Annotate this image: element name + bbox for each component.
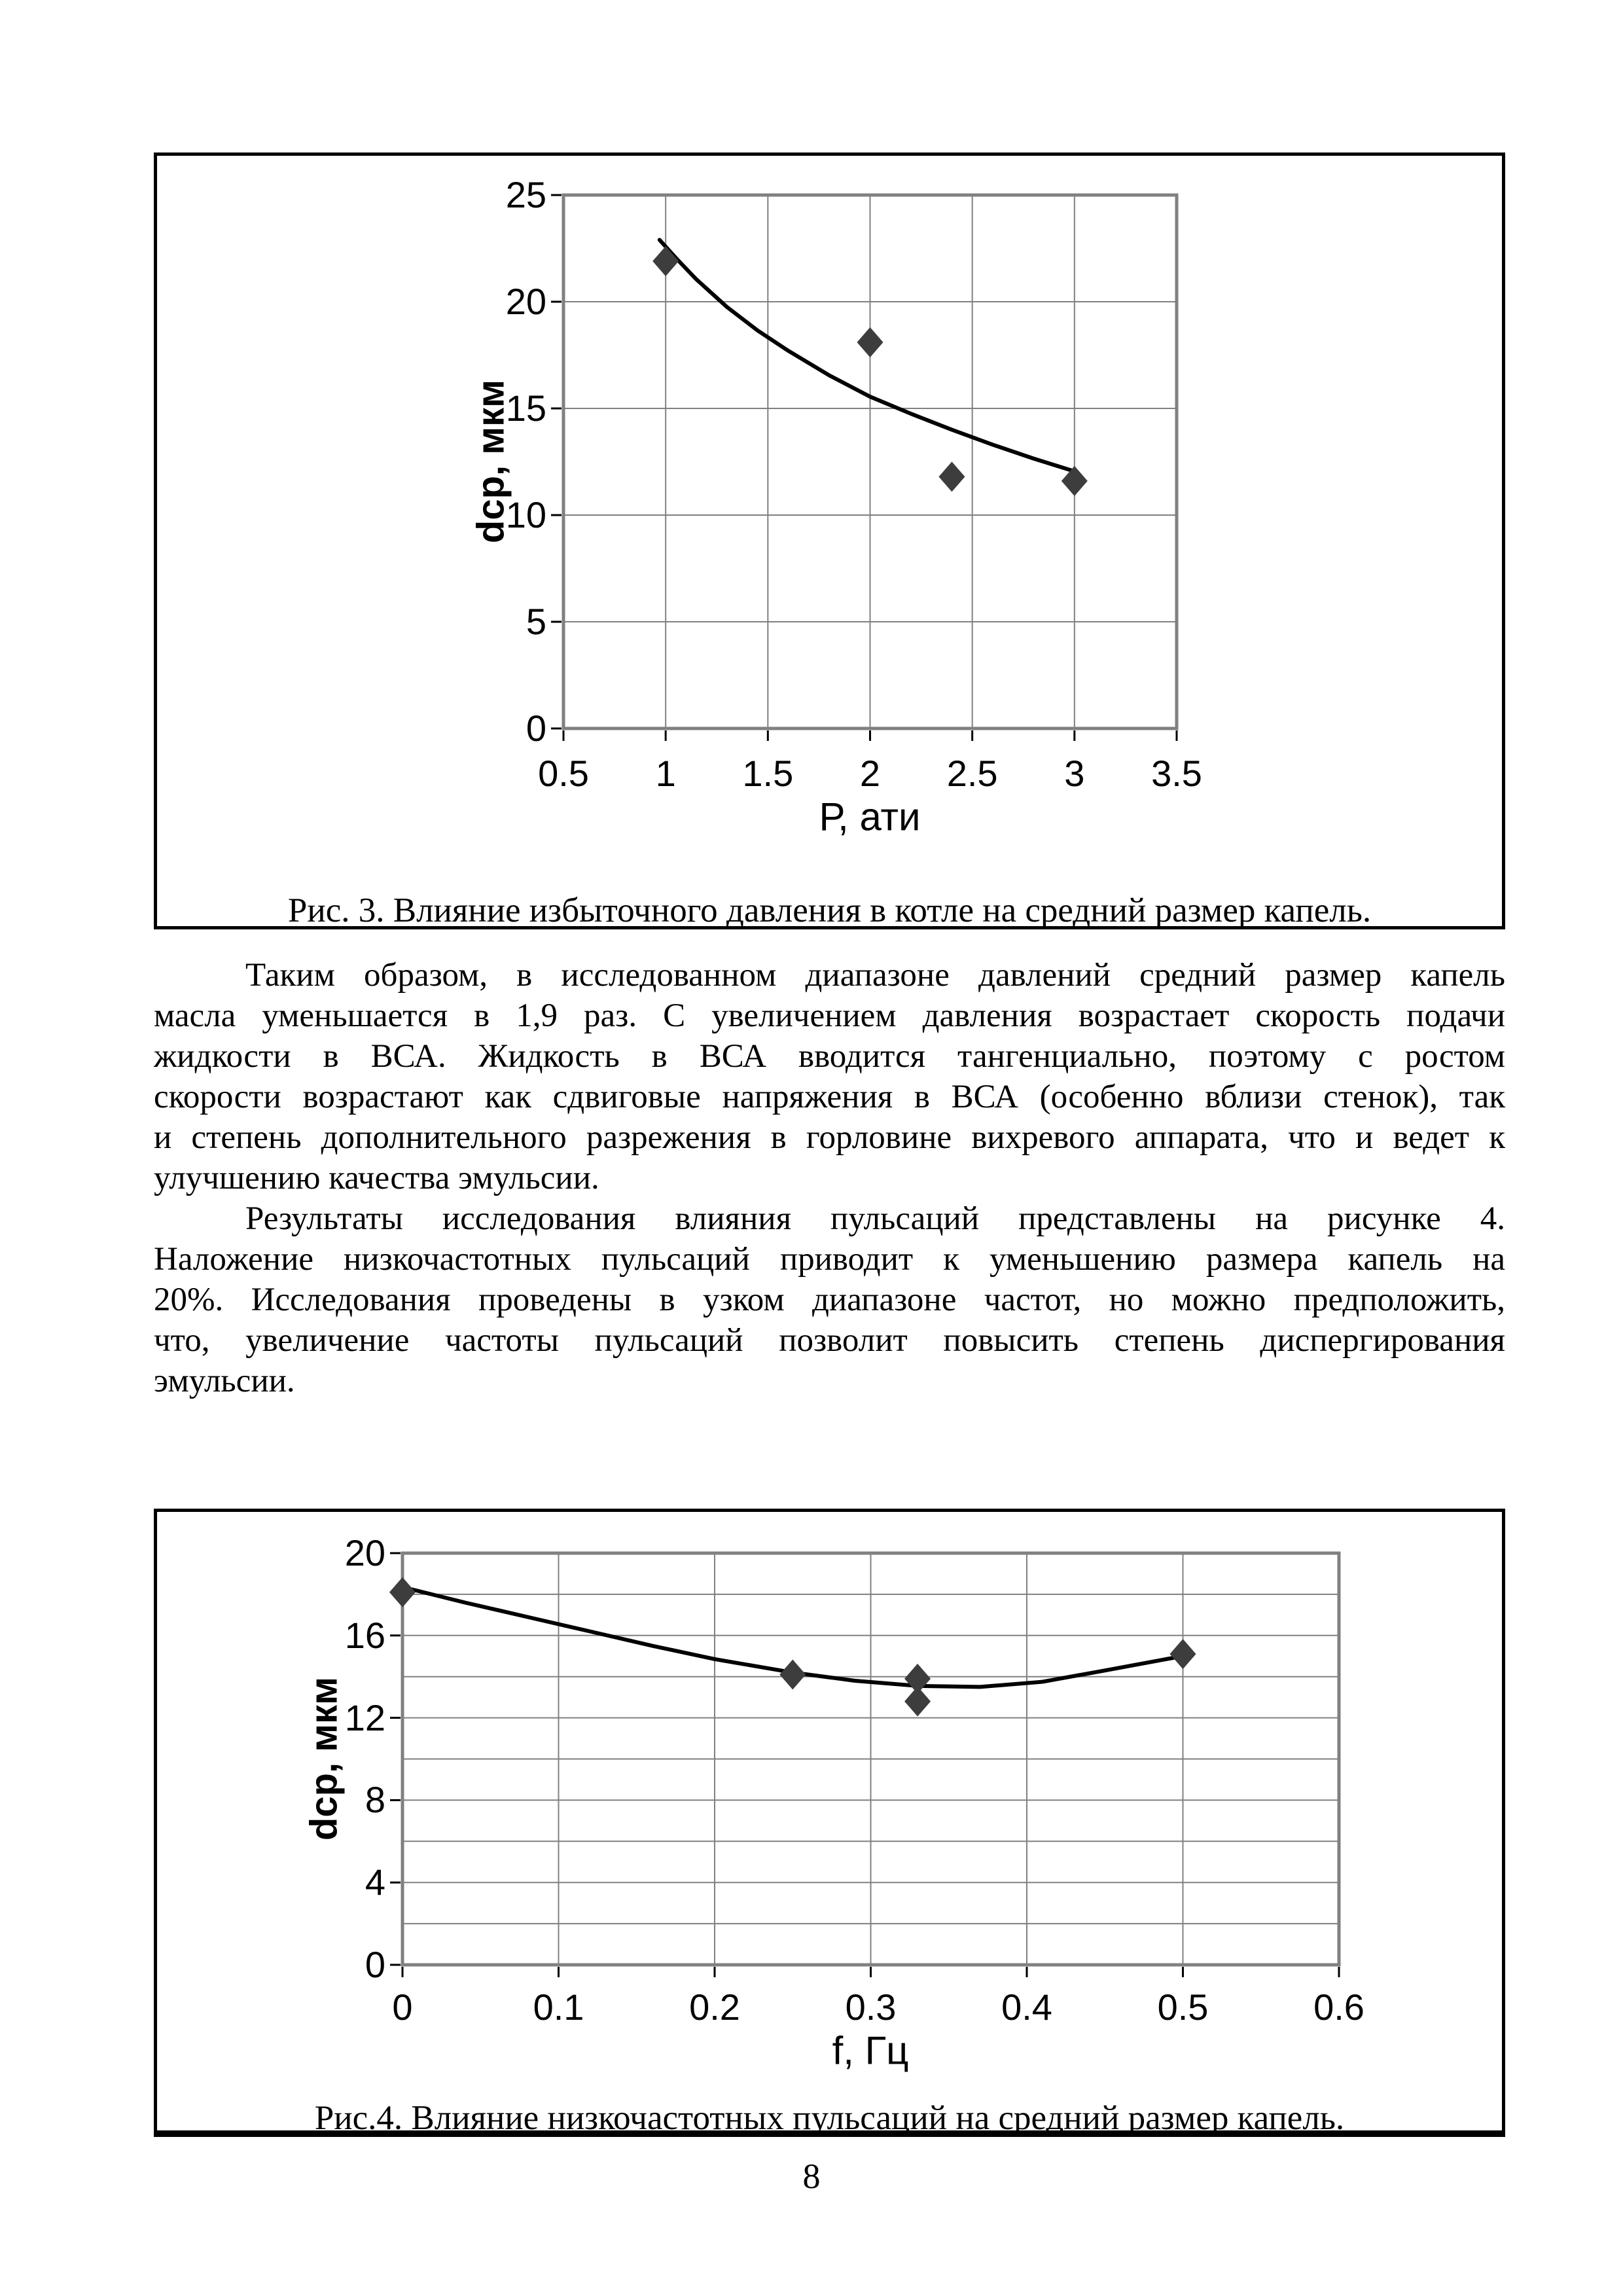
x-tick-label: 1 [655,753,676,794]
x-tick-label: 0.3 [845,1986,897,2028]
page-number: 8 [802,2157,821,2196]
data-point-marker [779,1659,806,1690]
y-tick-label: 0 [365,1944,385,1985]
data-point-marker [652,246,679,277]
y-tick-label: 0 [526,708,546,749]
x-tick-label: 0.4 [1001,1986,1052,2028]
x-tick-label: 0.6 [1313,1986,1364,2028]
text-line: что, увеличение частоты пульсаций позвол… [154,1322,1505,1359]
x-tick-label: 2 [859,753,881,794]
text-line: улучшению качества эмульсии. [154,1160,599,1196]
x-tick-label: 3 [1064,753,1085,794]
y-tick-label: 5 [526,601,546,642]
plot-area-border [401,1551,1341,1967]
x-tick-label: 1.5 [742,753,794,794]
x-tick-label: 3.5 [1151,753,1202,794]
data-point-marker [857,327,883,357]
x-tick-label: 2.5 [946,753,998,794]
figure-4: dср, мкм f, Гц Рис.4. Влияние низкочасто… [154,1509,1505,2137]
chart-2-canvas [389,1551,1341,1977]
body-text: Таким образом, в исследованном диапазоне… [154,955,1505,1401]
text-line: скорости возрастают как сдвиговые напряж… [154,1079,1505,1115]
figure-3-caption: Рис. 3. Влияние избыточного давления в к… [287,891,1372,929]
y-tick-label: 10 [505,494,546,535]
paragraph-2: Результаты исследования влияния пульсаци… [154,1198,1505,1401]
data-point-marker [1169,1639,1196,1670]
chart-1-canvas [551,193,1179,741]
figure-3-x-axis-title: Р, ати [819,795,921,839]
data-point-marker [904,1686,931,1717]
data-point-marker [904,1663,931,1694]
text-line: Наложение низкочастотных пульсаций приво… [154,1241,1505,1278]
y-tick-label: 4 [365,1861,385,1903]
data-point-marker [1061,465,1088,496]
text-line: эмульсии. [154,1363,295,1399]
figure-4-y-axis-title: dср, мкм [302,1676,346,1841]
y-tick-label: 20 [505,281,546,322]
text-line: и степень дополнительного разрежения в г… [154,1119,1505,1156]
y-tick-label: 20 [344,1532,385,1573]
y-tick-label: 25 [505,174,546,215]
y-tick-label: 12 [344,1696,385,1738]
paragraph-1: Таким образом, в исследованном диапазоне… [154,955,1505,1198]
x-tick-label: 0 [392,1986,413,2028]
figure-4-x-axis-title: f, Гц [832,2028,909,2073]
x-tick-label: 0.1 [533,1986,584,2028]
text-line: Результаты исследования влияния пульсаци… [245,1200,1505,1237]
trend-line [657,238,1077,474]
data-point-marker [938,461,965,492]
text-line: Таким образом, в исследованном диапазоне… [245,957,1505,994]
y-tick-label: 8 [365,1779,385,1821]
x-tick-label: 0.5 [538,753,589,794]
figure-3: dср, мкм Р, ати Рис. 3. Влияние избыточн… [154,152,1505,929]
data-point-marker [389,1577,416,1607]
text-line: жидкости в ВСА. Жидкость в ВСА вводится … [154,1038,1505,1075]
y-tick-label: 15 [505,387,546,429]
plot-area-border [562,193,1179,730]
x-tick-label: 0.2 [689,1986,740,2028]
y-tick-label: 16 [344,1614,385,1656]
text-line: масла уменьшается в 1,9 раз. С увеличени… [154,997,1505,1034]
figure-4-caption: Рис.4. Влияние низкочастотных пульсаций … [314,2099,1345,2137]
text-line: 20%. Исследования проведены в узком диап… [154,1282,1505,1318]
x-tick-label: 0.5 [1157,1986,1209,2028]
